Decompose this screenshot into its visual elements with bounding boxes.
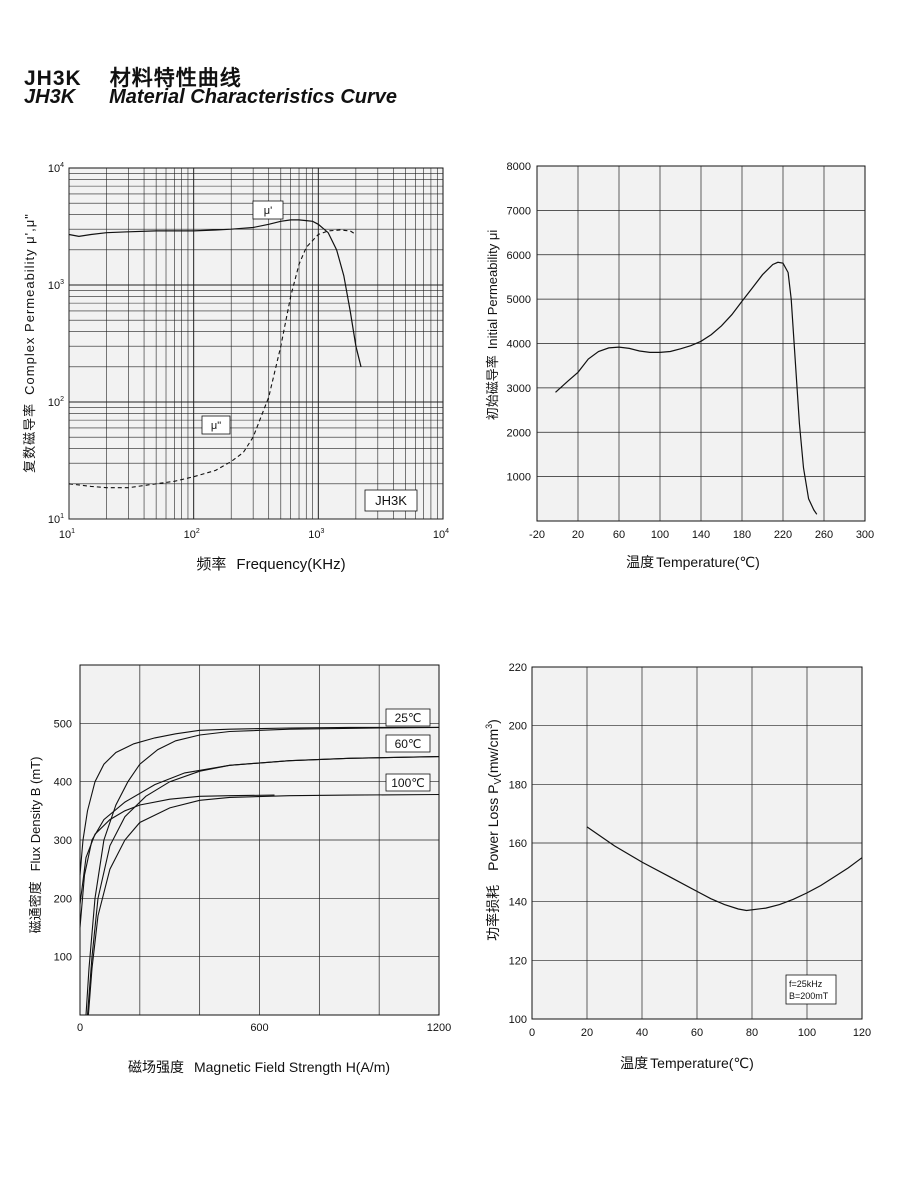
chart4-ytick-label: 100 bbox=[509, 1014, 527, 1026]
chart4-ylabel-tail: (mw/cm bbox=[485, 729, 501, 778]
chart4-xtick-label: 120 bbox=[853, 1027, 871, 1039]
chart4-note-frequency: f=25kHz bbox=[789, 979, 823, 989]
chart4-xlabel: 温度 Temperature(℃) bbox=[620, 1055, 754, 1071]
chart4-ytick-label: 200 bbox=[509, 721, 527, 733]
chart4-ytick-label: 140 bbox=[509, 897, 527, 909]
chart4-xlabel-en: Temperature(℃) bbox=[650, 1055, 754, 1071]
chart4-xlabel-cn: 温度 bbox=[620, 1055, 648, 1071]
chart4-ytick-label: 120 bbox=[509, 955, 527, 967]
chart4-ylabel-close: ) bbox=[485, 719, 501, 724]
chart4-note-flux: B=200mT bbox=[789, 991, 829, 1001]
chart4-ylabel-cn: 功率损耗 bbox=[485, 885, 501, 941]
chart4-xtick-label: 0 bbox=[529, 1027, 535, 1039]
chart4-ylabel: 功率损耗 Power Loss PV(mw/cm3) bbox=[484, 719, 504, 941]
chart4-xtick-label: 40 bbox=[636, 1027, 648, 1039]
chart4-ytick-label: 220 bbox=[509, 662, 527, 674]
chart4-xtick-label: 100 bbox=[798, 1027, 816, 1039]
chart4-xtick-label: 20 bbox=[581, 1027, 593, 1039]
chart4-xtick-label: 80 bbox=[746, 1027, 758, 1039]
chart4-ytick-label: 180 bbox=[509, 779, 527, 791]
chart4-ytick-label: 160 bbox=[509, 838, 527, 850]
chart4-ylabel-en: Power Loss P bbox=[485, 784, 501, 870]
chart4-conditions-box: f=25kHz B=200mT bbox=[786, 975, 836, 1004]
chart4-xtick-label: 60 bbox=[691, 1027, 703, 1039]
chart-power-loss-temperature: 0 20 40 60 80 100 120 100 120 140 160 180 200 220 f=2… bbox=[0, 0, 900, 1191]
